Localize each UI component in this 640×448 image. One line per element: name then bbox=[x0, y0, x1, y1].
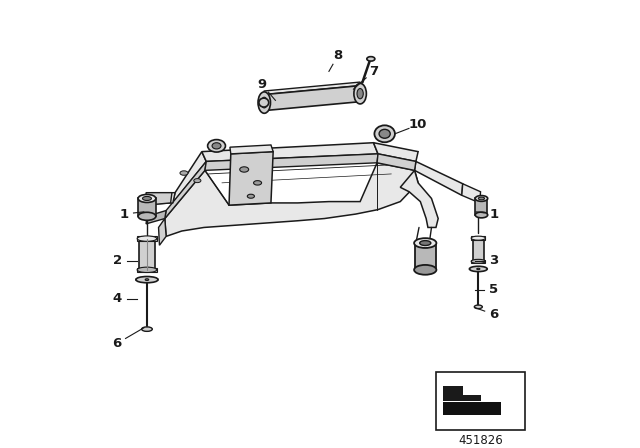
Ellipse shape bbox=[258, 92, 271, 113]
Polygon shape bbox=[164, 163, 418, 237]
Polygon shape bbox=[164, 161, 206, 219]
Polygon shape bbox=[476, 198, 487, 215]
Ellipse shape bbox=[137, 267, 157, 272]
Ellipse shape bbox=[367, 56, 375, 61]
Ellipse shape bbox=[469, 266, 487, 271]
Polygon shape bbox=[138, 198, 156, 216]
Polygon shape bbox=[150, 193, 175, 204]
Text: 5: 5 bbox=[490, 284, 499, 297]
Ellipse shape bbox=[474, 305, 483, 309]
Ellipse shape bbox=[138, 194, 156, 202]
Polygon shape bbox=[137, 237, 157, 241]
Ellipse shape bbox=[253, 181, 262, 185]
Polygon shape bbox=[146, 211, 166, 224]
Polygon shape bbox=[462, 184, 481, 203]
Ellipse shape bbox=[374, 125, 395, 142]
Ellipse shape bbox=[354, 83, 366, 104]
Text: 451826: 451826 bbox=[458, 434, 503, 447]
Text: 7: 7 bbox=[369, 65, 378, 78]
Polygon shape bbox=[400, 170, 438, 228]
Polygon shape bbox=[264, 86, 360, 111]
Ellipse shape bbox=[240, 167, 249, 172]
Ellipse shape bbox=[136, 276, 158, 283]
Polygon shape bbox=[146, 193, 172, 205]
Bar bbox=[436, 372, 525, 431]
Ellipse shape bbox=[379, 129, 390, 138]
Polygon shape bbox=[415, 161, 463, 195]
Ellipse shape bbox=[477, 268, 480, 270]
Text: 2: 2 bbox=[113, 254, 122, 267]
Text: 10: 10 bbox=[409, 118, 428, 131]
Text: 3: 3 bbox=[490, 254, 499, 267]
Ellipse shape bbox=[261, 97, 268, 108]
Ellipse shape bbox=[180, 171, 188, 175]
Polygon shape bbox=[264, 82, 360, 95]
Polygon shape bbox=[202, 143, 378, 161]
Ellipse shape bbox=[194, 179, 201, 183]
Polygon shape bbox=[139, 239, 155, 270]
Ellipse shape bbox=[357, 89, 364, 99]
Text: 1: 1 bbox=[490, 207, 499, 220]
Text: 4: 4 bbox=[113, 292, 122, 305]
Ellipse shape bbox=[476, 212, 488, 218]
Bar bbox=[443, 402, 500, 415]
Text: 6: 6 bbox=[113, 337, 122, 350]
Polygon shape bbox=[471, 259, 486, 263]
Ellipse shape bbox=[414, 265, 436, 275]
Ellipse shape bbox=[247, 194, 255, 198]
Ellipse shape bbox=[471, 259, 486, 263]
Polygon shape bbox=[137, 267, 157, 272]
Polygon shape bbox=[205, 154, 378, 170]
Polygon shape bbox=[443, 386, 481, 401]
Ellipse shape bbox=[143, 197, 152, 200]
Ellipse shape bbox=[478, 197, 484, 200]
Polygon shape bbox=[377, 154, 416, 170]
Polygon shape bbox=[173, 151, 206, 203]
Ellipse shape bbox=[141, 327, 152, 332]
Polygon shape bbox=[159, 219, 166, 246]
Ellipse shape bbox=[207, 140, 225, 152]
Text: 8: 8 bbox=[333, 49, 342, 62]
Text: 9: 9 bbox=[257, 78, 267, 91]
Ellipse shape bbox=[259, 98, 269, 107]
Ellipse shape bbox=[137, 236, 157, 241]
Ellipse shape bbox=[145, 279, 148, 280]
Polygon shape bbox=[374, 143, 418, 161]
Text: 1: 1 bbox=[119, 207, 129, 220]
Polygon shape bbox=[415, 243, 436, 270]
Polygon shape bbox=[230, 145, 273, 154]
Ellipse shape bbox=[138, 212, 156, 220]
Ellipse shape bbox=[420, 241, 431, 246]
Text: 6: 6 bbox=[490, 308, 499, 321]
Polygon shape bbox=[229, 151, 273, 205]
Polygon shape bbox=[472, 238, 484, 261]
Ellipse shape bbox=[212, 143, 221, 149]
Ellipse shape bbox=[476, 196, 488, 201]
Polygon shape bbox=[471, 237, 486, 240]
Ellipse shape bbox=[414, 238, 436, 248]
Ellipse shape bbox=[471, 236, 486, 240]
